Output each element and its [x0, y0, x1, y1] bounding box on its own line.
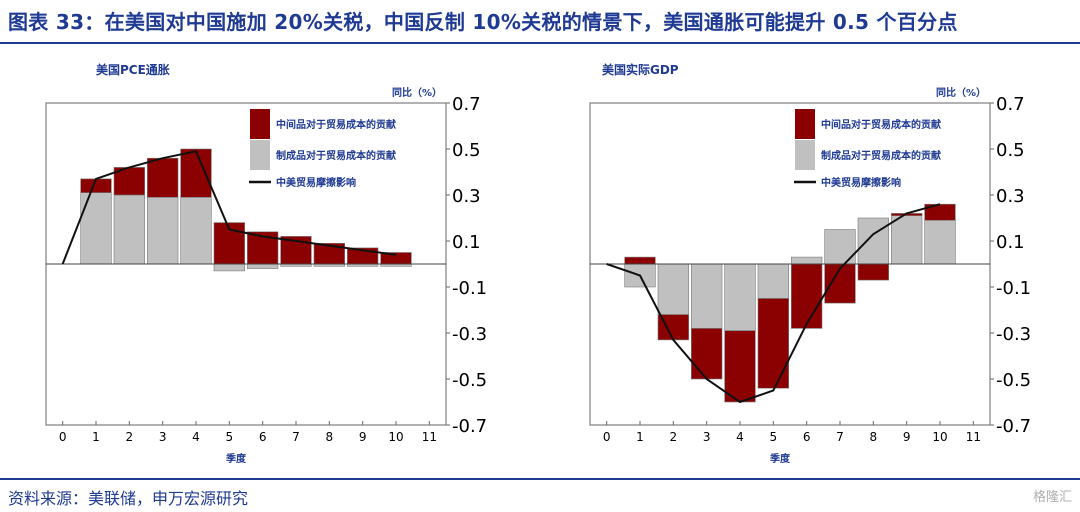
- x-tick-label: 0: [59, 430, 67, 444]
- finished-goods-bar: [791, 256, 823, 265]
- y-tick-label: -0.3: [452, 324, 487, 345]
- trade-friction-line: [61, 150, 397, 265]
- y-tick-label: 0.7: [996, 94, 1025, 115]
- x-tick-label: 8: [870, 430, 878, 444]
- finished-goods-bar: [80, 192, 112, 265]
- intermediate-goods-bar: [113, 167, 145, 196]
- y-tick-label: -0.5: [452, 370, 487, 391]
- x-tick-label: 2: [670, 430, 678, 444]
- finished-goods-bar: [147, 197, 179, 265]
- x-axis-label: 季度: [769, 452, 791, 465]
- finished-goods-bar: [857, 217, 889, 265]
- legend-swatch-intermediate: [795, 109, 815, 139]
- y-tick-label: -0.1: [452, 278, 487, 299]
- finished-goods-bar: [691, 263, 723, 329]
- legend-label-finished: 制成品对于贸易成本的贡献: [821, 149, 941, 162]
- y-tick-label: 0.7: [452, 94, 481, 115]
- x-tick-label: 1: [636, 430, 644, 444]
- legend-label-intermediate: 中间品对于贸易成本的贡献: [276, 118, 396, 131]
- y-tick-label: -0.1: [996, 278, 1031, 299]
- footer-divider: [0, 478, 1080, 480]
- intermediate-goods-bar: [857, 263, 889, 281]
- finished-goods-bar: [247, 263, 279, 269]
- y-axis-unit-label: 同比（%）: [392, 86, 442, 99]
- finished-goods-bar: [757, 263, 789, 299]
- x-tick-label: 2: [126, 430, 134, 444]
- figure-title: 图表 33：在美国对中国施加 20%关税，中国反制 10%关税的情景下，美国通胀…: [8, 10, 958, 34]
- x-tick-label: 7: [292, 430, 300, 444]
- finished-goods-bar: [924, 220, 956, 265]
- intermediate-goods-bar: [147, 157, 179, 198]
- legend-label-finished: 制成品对于贸易成本的贡献: [276, 149, 396, 162]
- legend-label-line: 中美贸易摩擦影响: [821, 176, 901, 189]
- chart-title: 美国PCE通胀: [96, 62, 170, 77]
- x-tick-label: 9: [903, 430, 911, 444]
- y-tick-label: -0.5: [996, 370, 1031, 391]
- x-tick-label: 1: [92, 430, 100, 444]
- x-tick-label: 9: [359, 430, 367, 444]
- x-tick-label: 10: [932, 430, 947, 444]
- finished-goods-bar: [724, 263, 756, 331]
- y-tick-label: 0.1: [996, 232, 1025, 253]
- legend-swatch-intermediate: [250, 109, 270, 139]
- finished-goods-bar: [180, 197, 212, 265]
- intermediate-goods-bar: [624, 256, 656, 265]
- y-tick-label: 0.5: [452, 140, 481, 161]
- y-tick-label: 0.1: [452, 232, 481, 253]
- x-tick-label: 4: [192, 430, 200, 444]
- x-tick-label: 3: [159, 430, 167, 444]
- legend-label-line: 中美贸易摩擦影响: [276, 176, 356, 189]
- trade-friction-line: [606, 203, 941, 404]
- y-tick-label: -0.3: [996, 324, 1031, 345]
- chart-title: 美国实际GDP: [602, 62, 679, 77]
- x-tick-label: 3: [703, 430, 711, 444]
- x-tick-label: 5: [770, 430, 778, 444]
- intermediate-goods-bar: [691, 328, 723, 380]
- y-tick-label: 0.3: [452, 186, 481, 207]
- x-tick-label: 5: [226, 430, 234, 444]
- finished-goods-bar: [113, 194, 145, 265]
- finished-goods-bar: [657, 263, 689, 315]
- x-tick-label: 8: [326, 430, 334, 444]
- finished-goods-bar: [891, 215, 923, 265]
- x-tick-label: 7: [836, 430, 844, 444]
- x-tick-label: 4: [736, 430, 744, 444]
- legend-label-intermediate: 中间品对于贸易成本的贡献: [821, 118, 941, 131]
- watermark-logo: 格隆汇: [1032, 490, 1072, 505]
- x-tick-label: 11: [422, 430, 437, 444]
- y-tick-label: 0.5: [996, 140, 1025, 161]
- y-tick-label: -0.7: [452, 416, 487, 437]
- legend-swatch-finished: [795, 140, 815, 170]
- y-axis-unit-label: 同比（%）: [936, 86, 986, 99]
- x-tick-label: 0: [603, 430, 611, 444]
- source-note: 资料来源：美联储，申万宏源研究: [8, 489, 249, 508]
- legend-swatch-finished: [250, 140, 270, 170]
- y-tick-label: 0.3: [996, 186, 1025, 207]
- y-tick-label: -0.7: [996, 416, 1031, 437]
- x-tick-label: 6: [259, 430, 267, 444]
- x-tick-label: 6: [803, 430, 811, 444]
- intermediate-goods-bar: [180, 148, 212, 198]
- x-tick-label: 11: [966, 430, 981, 444]
- intermediate-goods-bar: [724, 330, 756, 403]
- x-axis-label: 季度: [225, 452, 247, 465]
- x-tick-label: 10: [388, 430, 403, 444]
- title-divider: [0, 42, 1080, 44]
- intermediate-goods-bar: [791, 263, 823, 329]
- finished-goods-bar: [213, 263, 245, 272]
- intermediate-goods-bar: [757, 298, 789, 389]
